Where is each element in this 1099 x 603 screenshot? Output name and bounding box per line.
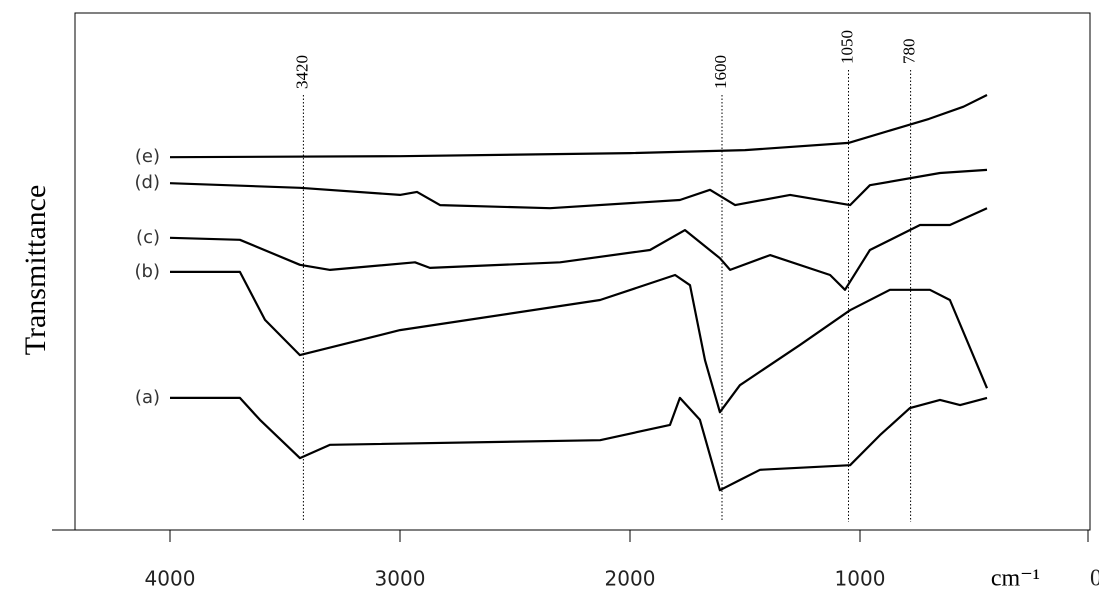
marker-label: 1050	[837, 30, 856, 64]
x-tick-label: 1000	[835, 567, 886, 591]
marker-label: 3420	[292, 55, 311, 89]
marker-label: 780	[900, 39, 919, 65]
spectrum-line	[169, 207, 988, 291]
x-axis-label: cm⁻¹	[991, 566, 1040, 592]
series-label: (a)	[135, 387, 160, 408]
x-tick-label: 4000	[145, 567, 196, 591]
spectrum-line	[170, 270, 989, 414]
series-label: (b)	[135, 261, 160, 282]
y-axis-label: Transmittance	[19, 185, 52, 356]
x-tick-label: 0	[1090, 566, 1099, 592]
marker-label: 1600	[711, 55, 730, 89]
series-label: (e)	[135, 146, 160, 167]
series-label: (c)	[136, 227, 160, 248]
series-label: (d)	[135, 172, 160, 193]
spectrum-line	[169, 94, 988, 159]
x-tick-label: 2000	[605, 567, 656, 591]
spectrum-line	[170, 396, 988, 492]
spectrum-line	[169, 168, 988, 210]
x-tick-label: 3000	[375, 567, 426, 591]
